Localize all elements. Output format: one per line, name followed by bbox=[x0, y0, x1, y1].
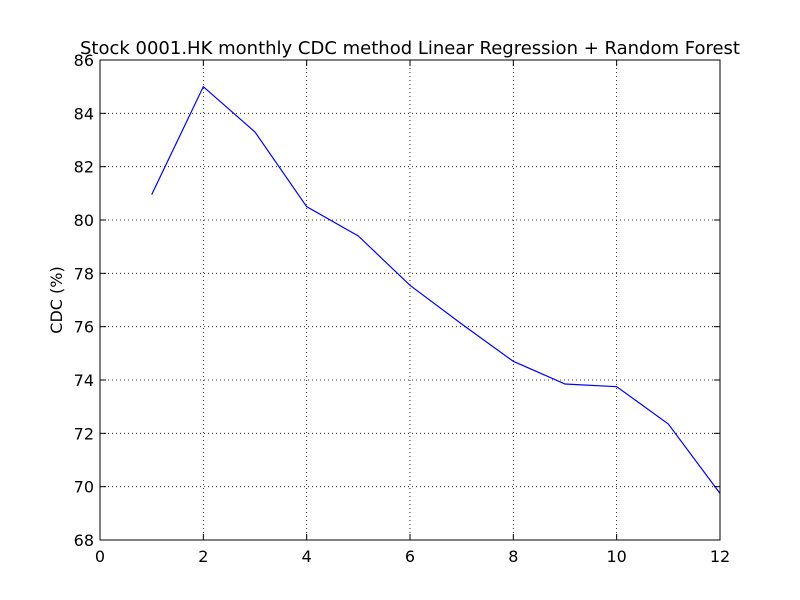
y-tick-label: 84 bbox=[74, 104, 94, 123]
x-tick-label: 12 bbox=[710, 547, 730, 566]
x-tick-label: 6 bbox=[405, 547, 415, 566]
x-tick-label: 10 bbox=[606, 547, 626, 566]
y-tick-labels: 68 70 72 74 76 78 80 82 84 86 bbox=[74, 51, 94, 550]
chart-title: Stock 0001.HK monthly CDC method Linear … bbox=[80, 38, 740, 59]
y-tick-label: 82 bbox=[74, 158, 94, 177]
y-tick-label: 80 bbox=[74, 211, 94, 230]
x-tick-label: 4 bbox=[302, 547, 312, 566]
y-tick-label: 68 bbox=[74, 531, 94, 550]
y-tick-label: 74 bbox=[74, 371, 94, 390]
series-group bbox=[151, 85, 721, 494]
grid bbox=[100, 60, 720, 540]
y-tick-label: 72 bbox=[74, 424, 94, 443]
series-line bbox=[151, 85, 721, 494]
y-tick-label: 70 bbox=[74, 478, 94, 497]
y-axis-label: CDC (%) bbox=[47, 266, 66, 333]
y-tick-label: 86 bbox=[74, 51, 94, 70]
tick-marks bbox=[99, 59, 721, 541]
y-tick-label: 76 bbox=[74, 318, 94, 337]
x-tick-label: 0 bbox=[95, 547, 105, 566]
x-tick-labels: 0 2 4 6 8 10 12 bbox=[95, 547, 730, 566]
x-tick-label: 8 bbox=[508, 547, 518, 566]
x-tick-label: 2 bbox=[198, 547, 208, 566]
y-tick-label: 78 bbox=[74, 264, 94, 283]
